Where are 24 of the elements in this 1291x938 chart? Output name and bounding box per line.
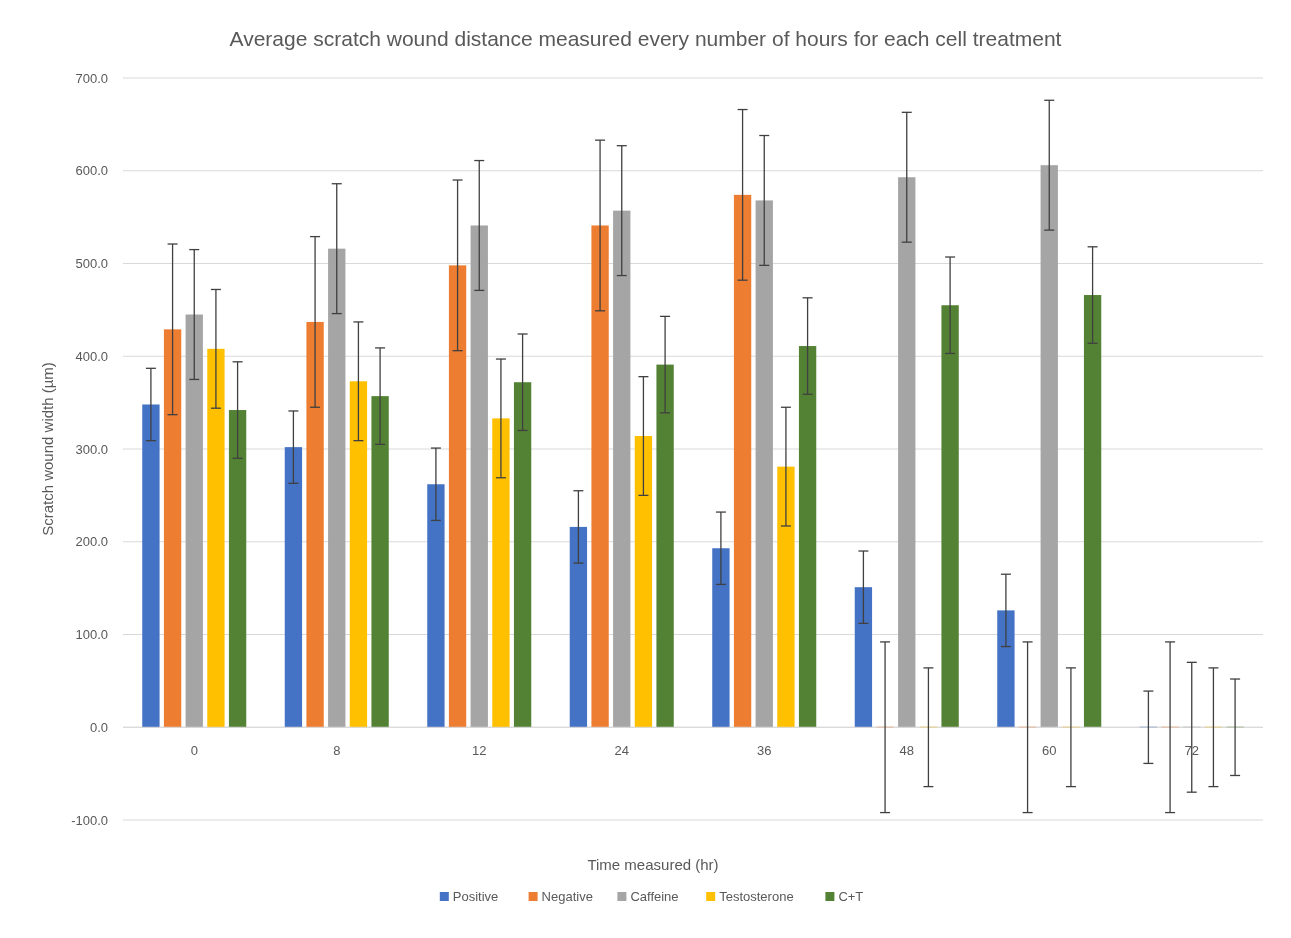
legend-label: Negative: [541, 889, 593, 904]
y-axis-title: Scratch wound width (µm): [39, 362, 56, 536]
y-tick-label: 100.0: [75, 627, 108, 643]
x-tick-label: 0: [190, 743, 198, 759]
y-tick-label: 300.0: [75, 441, 108, 457]
x-tick-label: 36: [757, 743, 772, 759]
y-tick-label: -100.0: [71, 812, 108, 828]
legend-label: C+T: [838, 889, 864, 904]
y-tick-label: 0.0: [89, 719, 108, 735]
x-tick-label: 8: [333, 743, 341, 759]
x-tick-label: 24: [614, 743, 629, 759]
legend-label: Testosterone: [719, 889, 794, 904]
y-tick-label: 500.0: [75, 256, 108, 272]
y-tick-label: 700.0: [75, 70, 108, 86]
legend-label: Positive: [452, 889, 499, 904]
legend-label: Caffeine: [630, 889, 679, 904]
x-axis-title: Time measured (hr): [587, 856, 719, 873]
x-tick-label: 60: [1042, 743, 1057, 759]
y-tick-label: 200.0: [75, 534, 108, 550]
x-tick-label: 12: [472, 743, 487, 759]
x-tick-label: 48: [899, 743, 914, 759]
y-tick-label: 600.0: [75, 163, 108, 179]
y-tick-label: 400.0: [75, 348, 108, 364]
chart-title: Average scratch wound distance measured every number of hours for each cell treatment: [229, 27, 1062, 50]
